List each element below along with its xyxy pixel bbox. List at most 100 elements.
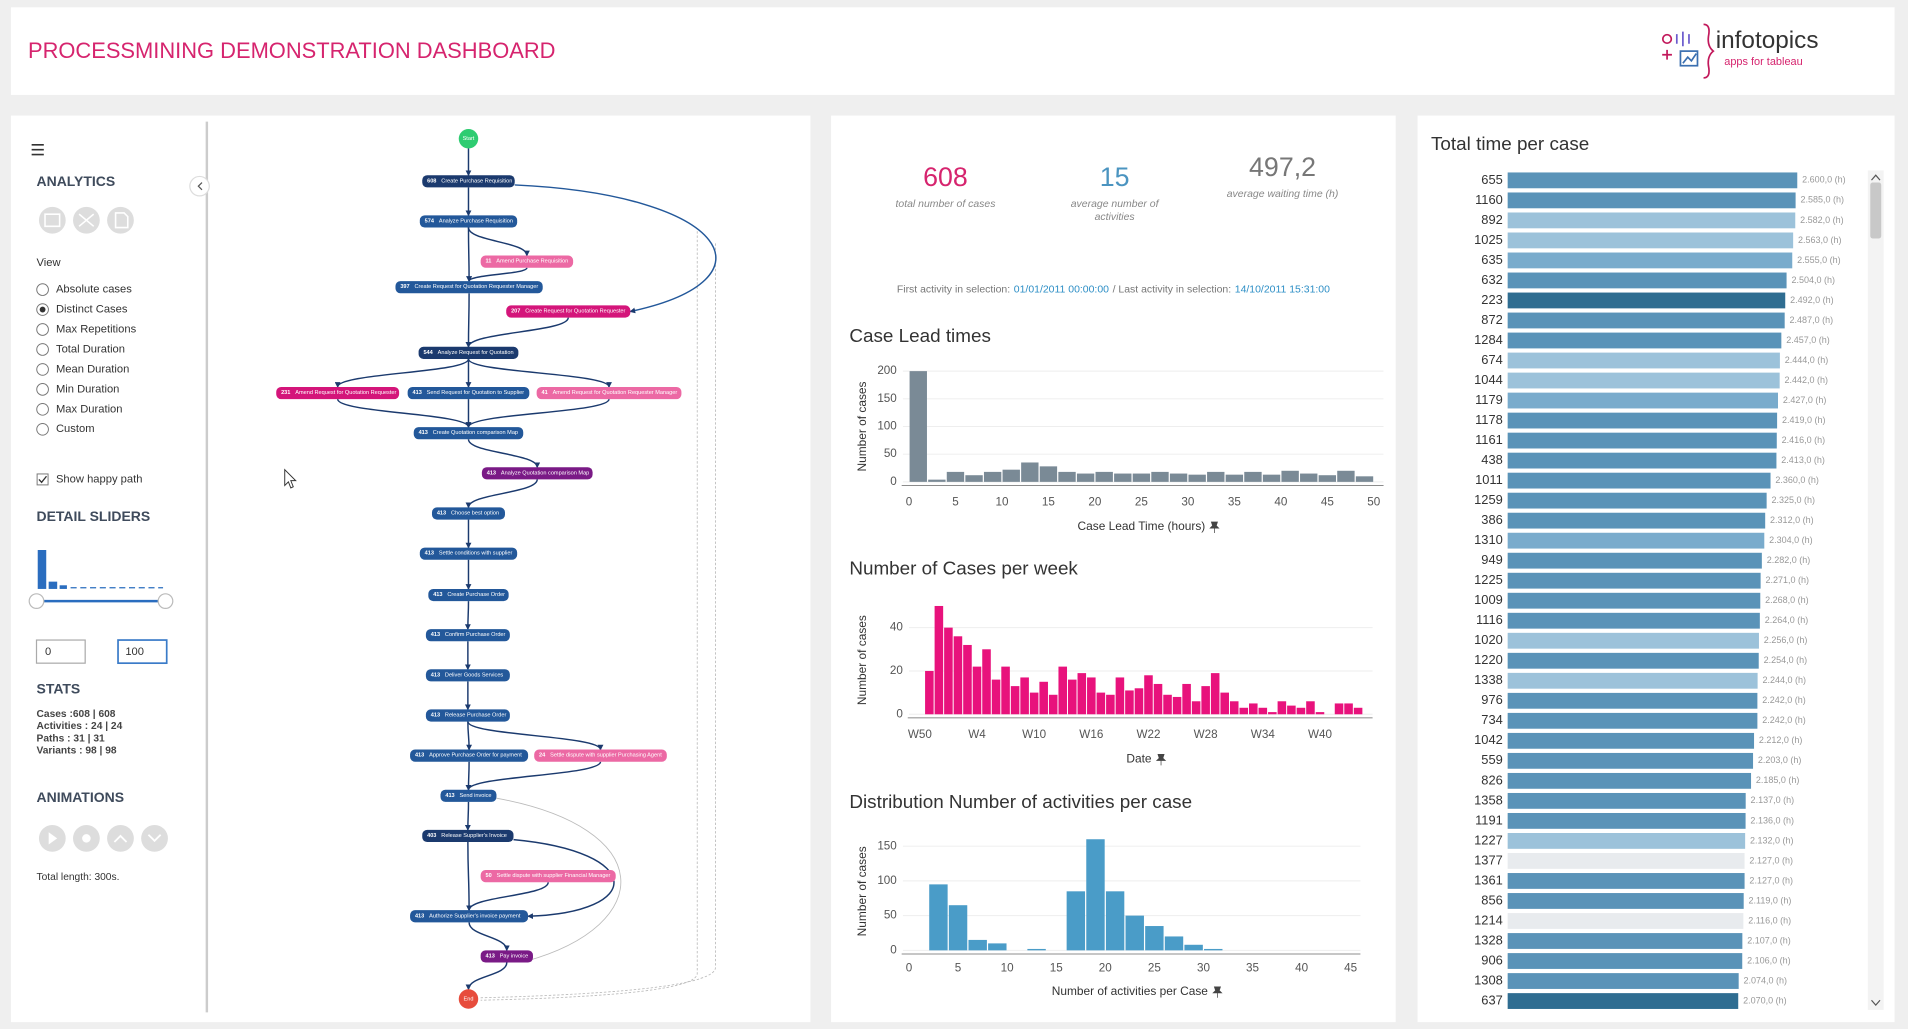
bar [1077, 673, 1087, 715]
value-label: 2.442,0 (h) [1785, 375, 1829, 385]
activity-node[interactable] [480, 255, 574, 268]
x-tick-label: 0 [906, 962, 913, 975]
case-label: 1116 [1476, 612, 1503, 627]
histogram-bar [946, 471, 965, 482]
activity-count: 403 [427, 833, 436, 839]
activity-label: Create Request for Quotation Requester M… [415, 285, 539, 291]
bar [1163, 694, 1172, 715]
bar [1507, 833, 1746, 849]
activity-node[interactable] [425, 629, 510, 642]
bar [1191, 701, 1201, 715]
max-input[interactable] [117, 639, 168, 665]
activity-node[interactable] [425, 669, 510, 682]
icon-button[interactable] [38, 206, 66, 234]
histogram-bar [1300, 473, 1318, 482]
bar [1507, 812, 1746, 829]
activity-node[interactable] [428, 588, 509, 602]
min-input[interactable] [35, 639, 86, 664]
radio-button[interactable] [36, 363, 49, 376]
x-tick-label: 30 [1181, 496, 1194, 509]
bar [1096, 692, 1106, 715]
histogram-bar [1318, 475, 1337, 482]
bar [1507, 332, 1782, 349]
activity-node[interactable] [536, 386, 682, 400]
value-label: 2.444,0 (h) [1785, 355, 1829, 365]
activity-node[interactable] [407, 386, 530, 400]
edge [336, 398, 472, 429]
activity-node[interactable] [480, 870, 616, 883]
case-label: 1178 [1475, 412, 1503, 427]
bar [934, 605, 944, 715]
scroll-thumb[interactable] [1870, 182, 1882, 239]
activity-node[interactable] [534, 749, 667, 762]
bar [1507, 552, 1762, 569]
value-label: 2.585,0 (h) [1800, 195, 1844, 205]
radio-button[interactable] [36, 323, 49, 336]
radio-button[interactable] [36, 403, 49, 416]
activity-node[interactable] [418, 346, 519, 359]
radio-button[interactable] [36, 383, 49, 396]
icon-button[interactable] [141, 825, 168, 852]
kpi-label-box: average waiting time (h) [1227, 187, 1339, 199]
slider-handle[interactable] [157, 593, 174, 610]
slider-handle[interactable] [28, 593, 45, 610]
case-label: 1310 [1474, 532, 1503, 547]
activity-count: 413 [433, 593, 442, 599]
bar [1258, 707, 1268, 715]
y-tick-label: 50 [884, 909, 897, 922]
activity-node[interactable] [506, 305, 631, 318]
activity-text: 544 Analyze Request for Quotation [423, 350, 513, 356]
radio-button[interactable] [36, 422, 49, 436]
icon-button[interactable] [107, 206, 134, 234]
radio-button[interactable] [36, 343, 49, 356]
bar [1001, 666, 1010, 715]
bar [1507, 512, 1766, 529]
activity-node[interactable] [419, 547, 518, 560]
edge [514, 184, 717, 314]
activity-node[interactable] [422, 175, 515, 188]
activity-node[interactable] [425, 709, 510, 722]
activity-node[interactable] [481, 467, 593, 480]
y-tick-label: 40 [890, 621, 903, 634]
histogram-bar [1105, 891, 1125, 951]
value-label: 2.137,0 (h) [1751, 795, 1795, 805]
menu-button[interactable] [31, 144, 44, 156]
activity-node[interactable] [410, 910, 529, 923]
x-tick-label: 25 [1135, 496, 1148, 509]
checkbox[interactable] [36, 473, 49, 486]
value-label: 2.504,0 (h) [1791, 275, 1835, 285]
activity-text: 413 Deliver Goods Services [431, 673, 504, 679]
histogram-bar [1169, 473, 1188, 482]
value-label: 2.116,0 (h) [1748, 915, 1791, 925]
activity-node[interactable] [440, 789, 497, 802]
histogram-bar [1244, 471, 1262, 482]
value-label: 2.127,0 (h) [1749, 855, 1793, 865]
activity-node[interactable] [480, 950, 533, 963]
bar [1201, 686, 1210, 715]
icon-button[interactable] [107, 825, 134, 852]
value-label: 2.582,0 (h) [1800, 215, 1844, 225]
bar [1277, 701, 1287, 715]
edge [480, 231, 716, 1001]
activity-node[interactable] [422, 829, 514, 843]
histogram-bar [929, 884, 948, 951]
activity-node[interactable] [410, 749, 529, 762]
checkmark [38, 475, 48, 484]
activity-node[interactable] [395, 281, 543, 294]
activity-label: Release Purchase Order [445, 713, 507, 719]
end-label: End [464, 996, 474, 1002]
activity-node[interactable] [276, 386, 400, 400]
bar [1507, 312, 1785, 329]
bar [1507, 452, 1777, 469]
bar [1507, 853, 1745, 869]
activity-node[interactable] [419, 215, 518, 228]
collapse-button[interactable] [189, 175, 210, 197]
activity-count: 544 [423, 350, 433, 356]
radio-button[interactable] [36, 283, 49, 296]
activity-node[interactable] [413, 427, 524, 440]
edge [465, 761, 472, 791]
slider-preview [37, 550, 164, 589]
activity-node[interactable] [431, 507, 505, 520]
x-tick-label: W34 [1251, 728, 1276, 741]
histogram-bar [909, 371, 927, 482]
